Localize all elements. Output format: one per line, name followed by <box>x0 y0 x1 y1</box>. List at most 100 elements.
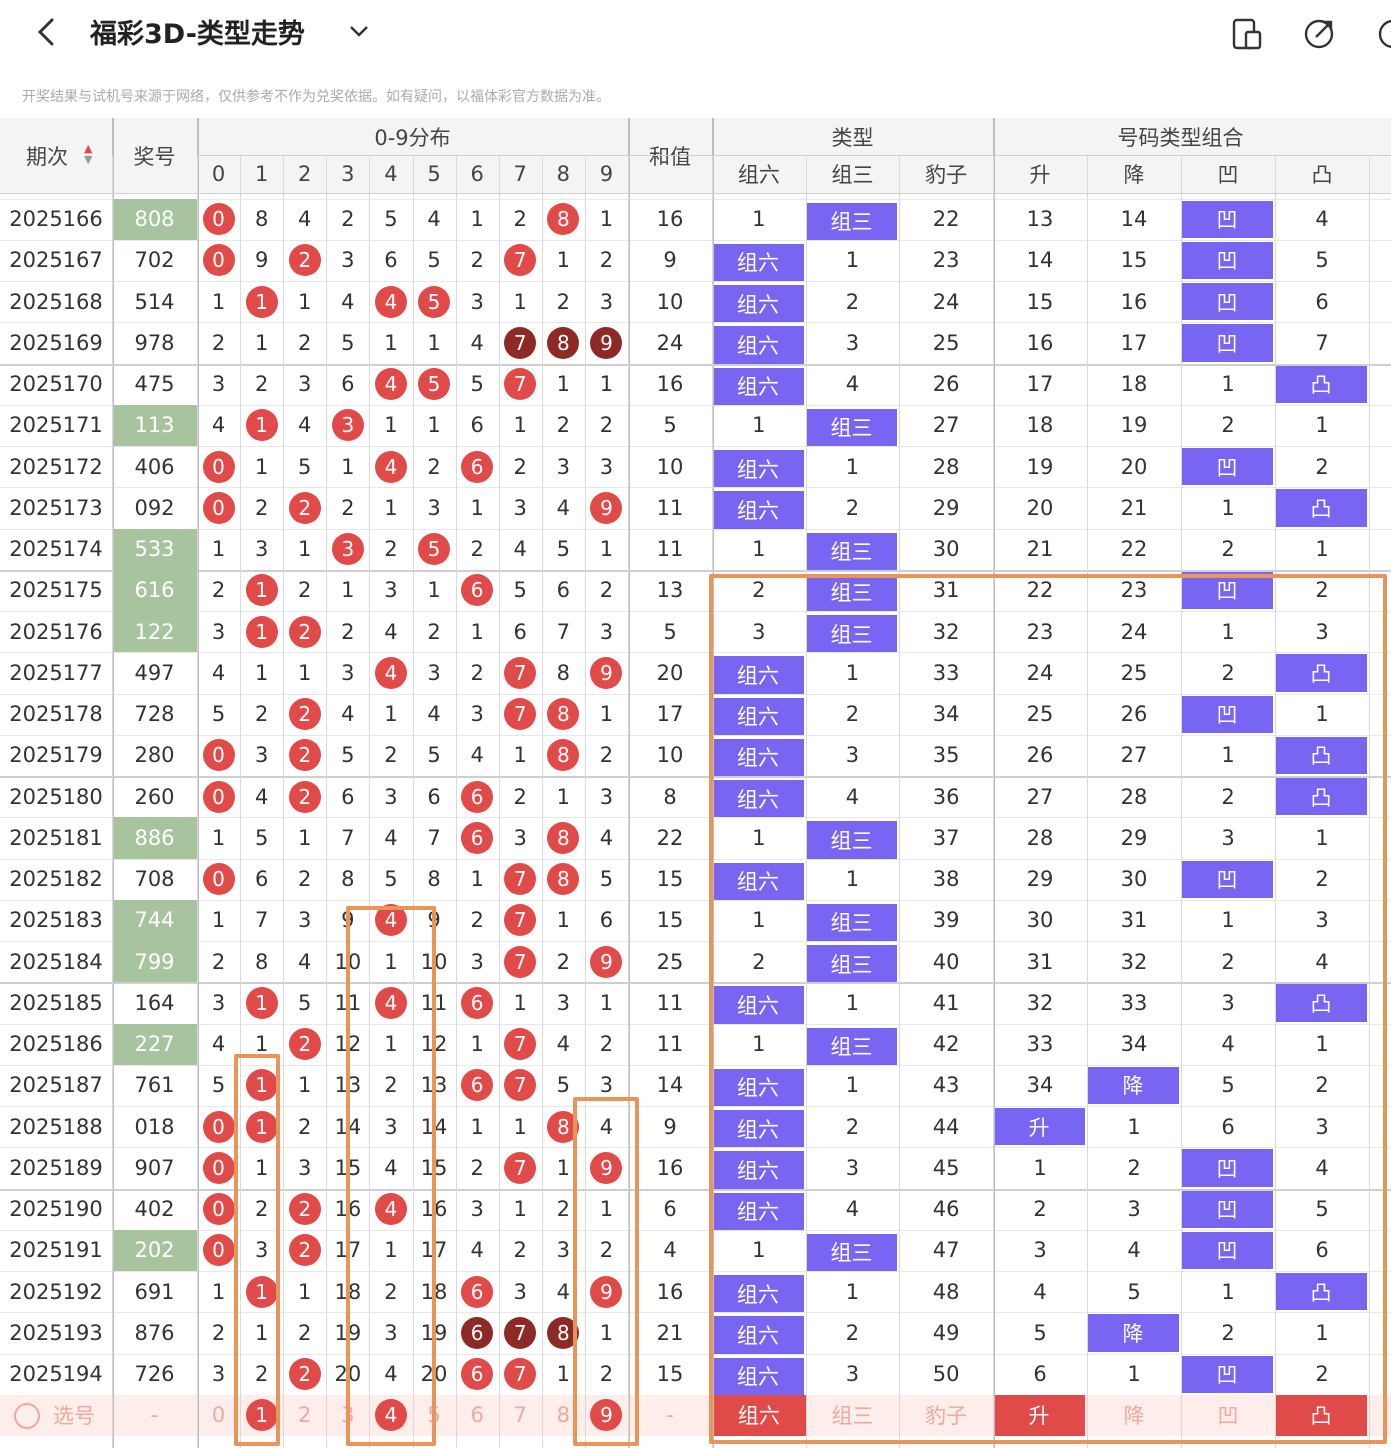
page-title[interactable]: 福彩3D-类型走势 <box>90 19 305 50</box>
dist-cell: 0 <box>197 487 240 528</box>
dist-cell: 4 <box>369 281 412 322</box>
dist-cell: 2 <box>556 1197 571 1222</box>
type-cell: 组三 <box>805 821 898 859</box>
combo-cell: 2 <box>1315 454 1329 479</box>
prize-number: 808 <box>112 198 197 240</box>
dist-cell: 3 <box>427 660 441 685</box>
picker-digit[interactable]: 9 <box>585 1395 628 1436</box>
type-cell: 组六 <box>712 1275 804 1313</box>
dist-cell: 4 <box>211 413 226 438</box>
dist-cell: 0 <box>197 735 240 776</box>
period: 2025171 <box>9 413 103 438</box>
type-cell: 组六 <box>712 326 804 364</box>
share-icon[interactable] <box>1300 14 1340 54</box>
dist-cell: 1 <box>599 207 614 232</box>
digit-header: 8 <box>556 162 571 186</box>
picker-digit[interactable]: 2 <box>298 1403 312 1428</box>
picked-ball[interactable]: 9 <box>590 1399 623 1432</box>
dist-cell: 2 <box>298 330 312 355</box>
combo-cell: 4 <box>1315 949 1329 974</box>
row-line <box>0 693 1391 695</box>
dist-cell: 1 <box>211 537 226 562</box>
period: 2025183 <box>9 908 103 933</box>
period: 2025177 <box>9 660 103 685</box>
dist-cell: 1 <box>470 619 484 644</box>
more-icon[interactable] <box>1374 14 1391 54</box>
picker-combo[interactable]: 凸 <box>1275 1394 1367 1436</box>
drawn-ball: 7 <box>504 1358 537 1391</box>
dist-cell: 4 <box>369 652 412 693</box>
type-cell: 27 <box>932 413 960 438</box>
picker-type[interactable]: 豹子 <box>925 1404 968 1429</box>
combo-cell: 凹 <box>1181 695 1273 733</box>
picker-bg <box>0 1394 1391 1436</box>
sum: 16 <box>656 1155 684 1180</box>
dist-cell: 2 <box>470 537 484 562</box>
type-cell: 47 <box>932 1238 960 1263</box>
picker-type[interactable]: 组六 <box>712 1394 806 1436</box>
dist-cell: 4 <box>427 702 441 727</box>
combo-cell: 2 <box>1221 1320 1235 1345</box>
drawn-ball: 7 <box>504 326 537 359</box>
prize-number: 227 <box>112 1023 197 1065</box>
digit-header: 9 <box>599 162 614 186</box>
drawn-ball: 0 <box>202 450 235 483</box>
dist-cell: 3 <box>599 289 614 314</box>
dist-cell: 4 <box>369 1189 412 1230</box>
combo-cell: 1 <box>1221 743 1235 768</box>
combo-cell: 19 <box>1026 454 1054 479</box>
dist-cell: 7 <box>499 1147 542 1188</box>
picker-digit[interactable]: 8 <box>556 1403 571 1428</box>
dist-cell: 1 <box>211 825 226 850</box>
picker-type[interactable]: 组三 <box>831 1404 874 1429</box>
device-icon[interactable] <box>1228 14 1268 54</box>
picker-digit[interactable]: 1 <box>240 1395 283 1436</box>
type-cell: 34 <box>932 702 960 727</box>
drawn-ball: 8 <box>547 739 580 772</box>
dist-cell: 1 <box>298 1279 312 1304</box>
picker-digit[interactable]: 4 <box>369 1395 412 1436</box>
type-cell: 1 <box>845 1279 860 1304</box>
drawn-ball: 9 <box>590 656 623 689</box>
type-cell: 2 <box>752 578 766 603</box>
column-divider <box>112 118 114 1448</box>
column-divider <box>197 118 199 1448</box>
dist-cell: 4 <box>427 207 441 232</box>
drawn-ball: 2 <box>288 1234 321 1267</box>
column-line <box>584 155 586 1448</box>
dist-cell: 7 <box>427 825 441 850</box>
combo-cell: 21 <box>1026 537 1054 562</box>
dist-cell: 0 <box>197 446 240 487</box>
combo-cell: 2 <box>1221 413 1235 438</box>
picker-radio[interactable] <box>14 1402 40 1429</box>
prize-number: 280 <box>134 743 175 768</box>
period-header[interactable]: 期次 <box>26 144 68 169</box>
picker-digit[interactable]: 6 <box>470 1403 484 1428</box>
dist-cell: 1 <box>211 1279 226 1304</box>
sum: 15 <box>656 867 684 892</box>
picker-digit[interactable]: 0 <box>211 1403 226 1428</box>
type-cell: 1 <box>845 990 860 1015</box>
sum: 16 <box>656 372 684 397</box>
type-cell: 组六 <box>712 450 804 488</box>
dropdown-icon[interactable] <box>346 20 372 42</box>
period: 2025181 <box>9 825 103 850</box>
prize-number: 708 <box>134 867 175 892</box>
picker-combo[interactable]: 升 <box>993 1394 1085 1436</box>
picker-combo[interactable]: 凹 <box>1217 1404 1239 1429</box>
row-line <box>0 1064 1391 1066</box>
dist-cell: 2 <box>254 1362 269 1387</box>
period: 2025192 <box>9 1279 103 1304</box>
picker-label[interactable]: 选号 <box>53 1404 95 1429</box>
sum: 5 <box>663 619 677 644</box>
picked-ball[interactable]: 1 <box>245 1399 278 1432</box>
group-line <box>0 569 1391 572</box>
picker-combo[interactable]: 降 <box>1123 1404 1145 1429</box>
drawn-ball: 6 <box>461 450 494 483</box>
picked-ball[interactable]: 4 <box>374 1399 407 1432</box>
type-cell: 38 <box>932 867 960 892</box>
back-button[interactable] <box>30 14 66 50</box>
picker-digit[interactable]: 7 <box>513 1403 527 1428</box>
dist-cell: 5 <box>470 372 484 397</box>
combo-cell: 1 <box>1221 495 1235 520</box>
